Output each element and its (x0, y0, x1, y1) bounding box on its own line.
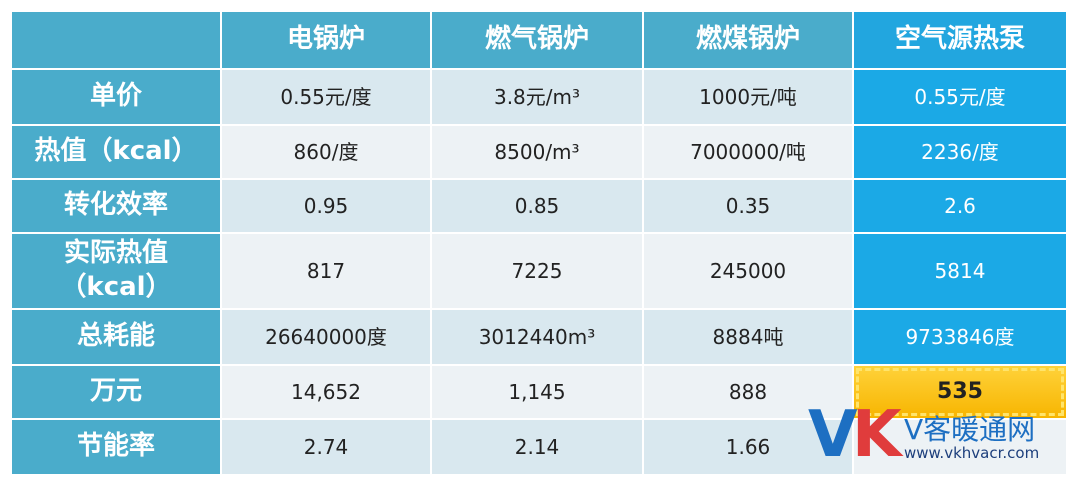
table-cell: 0.35 (644, 180, 852, 232)
row-label: 节能率 (12, 420, 220, 474)
table-cell: 2.14 (432, 420, 642, 474)
watermark-name: V客暖通网 (904, 413, 1036, 446)
table-cell: 3.8元/m³ (432, 70, 642, 124)
table-cell: 2.6 (854, 180, 1066, 232)
table-cell: 817 (222, 234, 430, 308)
table-cell: 8884吨 (644, 310, 852, 364)
table-cell (854, 420, 1066, 474)
table-cell: 2236/度 (854, 126, 1066, 178)
comparison-table: 电锅炉 燃气锅炉 燃煤锅炉 空气源热泵 单价 0.55元/度 3.8元/m³ 1000元/吨 0… (12, 12, 1066, 474)
logo-v: V (808, 398, 858, 472)
table-cell: 3012440m³ (432, 310, 642, 364)
header-cell: 空气源热泵 (854, 12, 1066, 68)
cell-line: 实际热值 (63, 238, 168, 269)
header-cell: 电锅炉 (222, 12, 430, 68)
table-cell: 7000000/吨 (644, 126, 852, 178)
table-cell: 0.95 (222, 180, 430, 232)
table-cell: 9733846度 (854, 310, 1066, 364)
table-cell: 888 (644, 366, 852, 418)
watermark-url: www.vkhvacr.com (904, 444, 1040, 462)
table-cell: 5814 (854, 234, 1066, 308)
table-cell: 1.66 (644, 420, 852, 474)
logo-k: K (852, 398, 902, 472)
header-cell: 燃气锅炉 (432, 12, 642, 68)
table-cell: 0.85 (432, 180, 642, 232)
table-cell: 26640000度 (222, 310, 430, 364)
table-cell: 7225 (432, 234, 642, 308)
table-cell: 860/度 (222, 126, 430, 178)
cell-line: （kcal） (60, 272, 172, 302)
header-cell: 燃煤锅炉 (644, 12, 852, 68)
row-label: 总耗能 (12, 310, 220, 364)
table-cell: 0.55元/度 (222, 70, 430, 124)
table-cell: 1000元/吨 (644, 70, 852, 124)
table-cell: 14,652 (222, 366, 430, 418)
table-cell: 1,145 (432, 366, 642, 418)
watermark: V K V客暖通网 www.vkhvacr.com (808, 398, 1068, 472)
row-label: 转化效率 (12, 180, 220, 232)
header-cell (12, 12, 220, 68)
row-label: 实际热值 （kcal） (12, 234, 220, 308)
table-cell: 245000 (644, 234, 852, 308)
row-label: 万元 (12, 366, 220, 418)
table-cell: 8500/m³ (432, 126, 642, 178)
row-label: 热值（kcal） (12, 126, 220, 178)
table-cell: 2.74 (222, 420, 430, 474)
row-label: 单价 (12, 70, 220, 124)
table-cell: 0.55元/度 (854, 70, 1066, 124)
table-cell: 535 (854, 366, 1066, 418)
